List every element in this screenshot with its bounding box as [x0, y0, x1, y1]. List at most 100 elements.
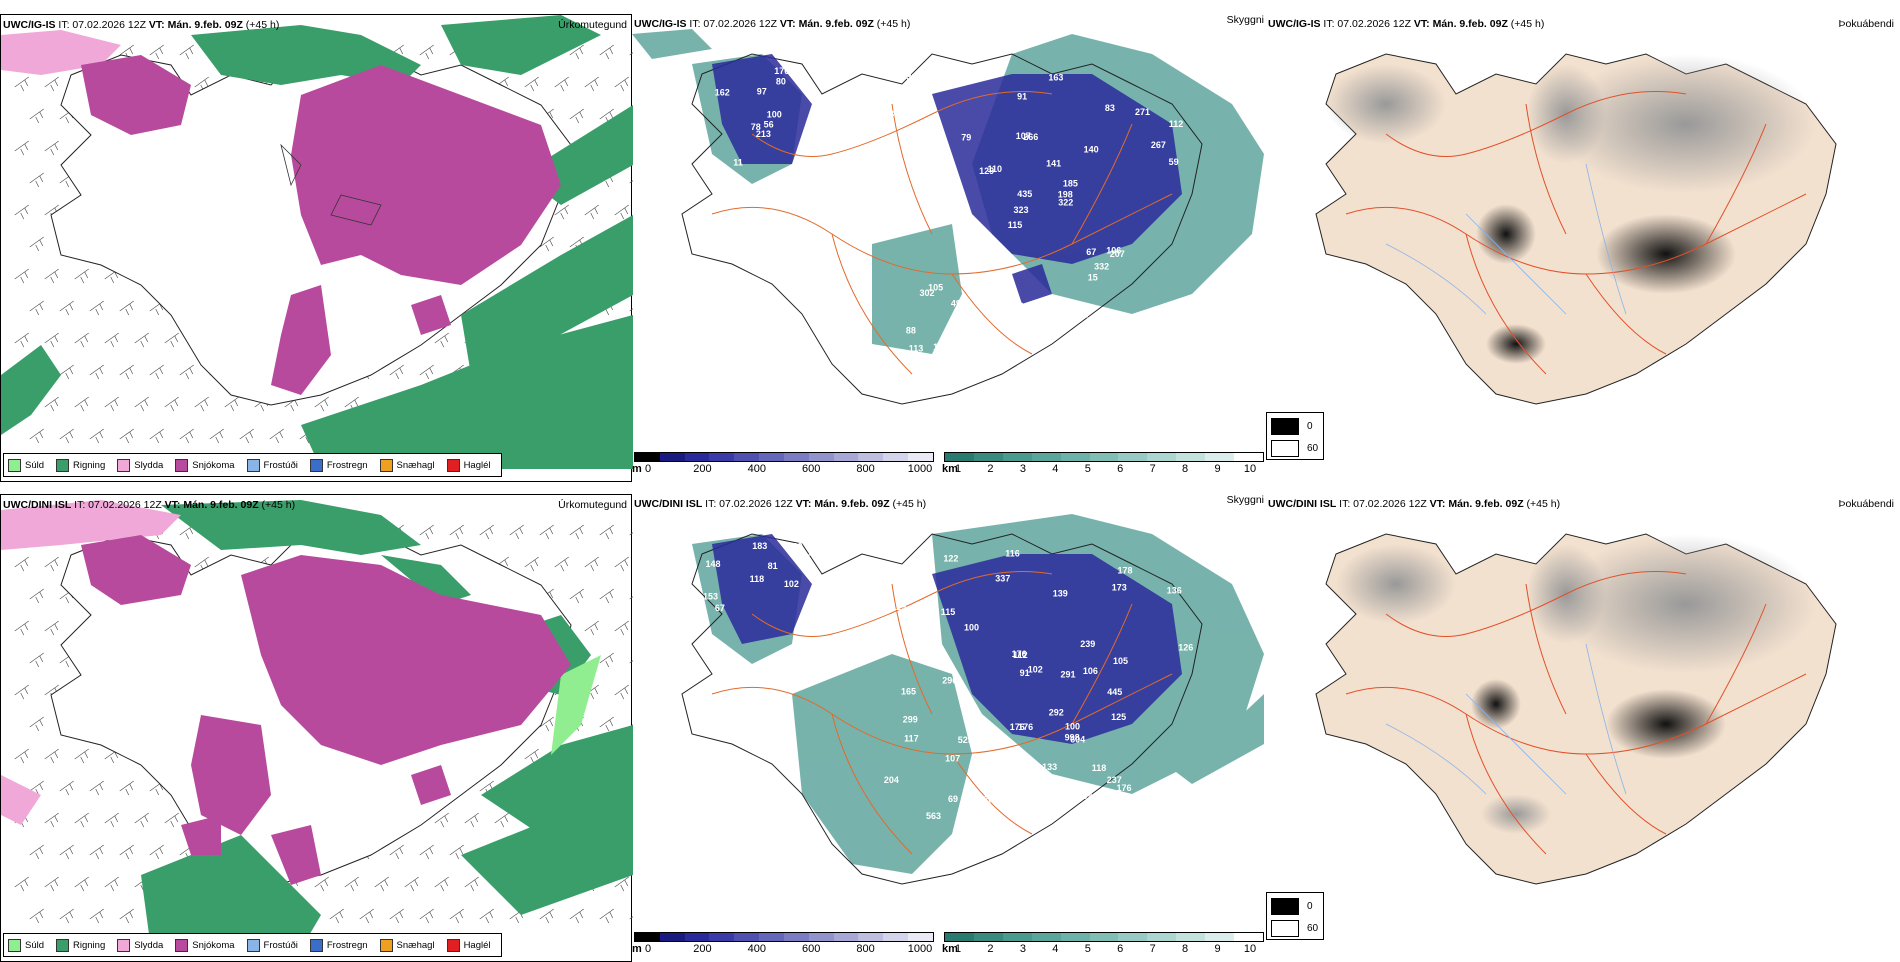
- wind-barb: [44, 556, 59, 572]
- fog-key-black: 0: [1307, 421, 1313, 432]
- ceiling-label: 221: [963, 281, 978, 291]
- ceiling-label: 87: [1080, 310, 1090, 320]
- ceiling-label: 241: [970, 810, 985, 820]
- colorbar-cell: [635, 933, 660, 941]
- colorbar-cell: [1089, 933, 1119, 941]
- wind-barb: [404, 876, 419, 892]
- ceiling-label: 183: [752, 541, 767, 551]
- wind-barb: [14, 140, 29, 156]
- legend-label: Súld: [25, 939, 45, 951]
- lead-time: (+45 h): [1526, 498, 1561, 510]
- ceiling-label: 67: [715, 603, 725, 613]
- fog-key-black: 0: [1307, 901, 1313, 912]
- ceiling-label: 168: [1140, 337, 1155, 347]
- colorbar-tick: 4: [1052, 943, 1059, 955]
- legend-label: Slydda: [134, 939, 164, 951]
- wind-barb: [479, 908, 494, 924]
- ceiling-label: 411: [1160, 307, 1175, 317]
- wind-barb: [14, 748, 29, 764]
- ceiling-label: 332: [962, 807, 977, 817]
- ceiling-label: 129: [979, 166, 994, 176]
- precip-legend: Súld Rigning Slydda Snjókoma Frostúði Frostre…: [3, 453, 502, 477]
- ceiling-labels: 1531831021191484867811186910212511611911…: [703, 541, 1194, 835]
- wind-barb: [449, 908, 464, 924]
- colorbar-tick: 400: [747, 463, 766, 475]
- wind-barb: [44, 268, 59, 284]
- wind-barb: [74, 332, 89, 348]
- wind-barb: [89, 844, 104, 860]
- ceiling-label: 112: [1169, 119, 1184, 129]
- legend-label: Snæhagl: [396, 459, 435, 471]
- ceiling-label: 105: [1113, 656, 1128, 666]
- colorbar-cell: [1147, 933, 1177, 941]
- ceiling-map-2: 1531831021191484867811186910212511611911…: [681, 514, 1264, 885]
- ceiling-label: 296: [942, 675, 957, 685]
- ceiling-label: 369: [1077, 791, 1092, 801]
- issue-time: IT: 07.02.2026 12Z: [74, 499, 162, 511]
- wind-barb: [14, 556, 29, 572]
- wind-barb: [29, 236, 44, 252]
- ceiling-label: 271: [1135, 107, 1150, 117]
- ceiling-label: 292: [1049, 708, 1064, 718]
- ceiling-visibility-panel-1: 213 162 78 145 100 11 176 97 80 56 103 117 92 112 115 1…: [632, 14, 1264, 482]
- colorbar-tick: 9: [1214, 943, 1221, 955]
- wind-barb: [89, 300, 104, 316]
- wind-barb: [29, 172, 44, 188]
- colorbar-tick: 1: [954, 943, 962, 955]
- road: [831, 713, 913, 855]
- wind-barb: [464, 876, 479, 892]
- wind-barb: [494, 812, 509, 828]
- wind-barb: [629, 52, 633, 56]
- colorbar-tick: 200: [693, 463, 712, 475]
- ceiling-label: 103: [935, 80, 950, 90]
- wind-barb: [614, 620, 629, 636]
- ceiling-label: 140: [1084, 145, 1099, 155]
- wind-barb: [479, 524, 494, 540]
- wind-barb: [224, 396, 239, 412]
- wind-barb: [119, 780, 134, 796]
- colorbar-cell: [635, 453, 660, 461]
- ceiling-label: 81: [768, 561, 778, 571]
- model-name: UWC/DINI ISL: [1268, 498, 1337, 510]
- issue-time: IT: 07.02.2026 12Z: [689, 18, 777, 30]
- wind-barb: [119, 300, 134, 316]
- valid-time: Mán. 9.feb. 09Z: [1448, 498, 1524, 510]
- legend-item: Snjókoma: [175, 458, 235, 472]
- wind-barb: [554, 556, 569, 572]
- wind-barb: [509, 524, 524, 540]
- ceiling-label: 106: [1106, 245, 1121, 255]
- colorbar-unit: m: [632, 463, 642, 475]
- ceiling-label: 100: [767, 109, 782, 119]
- wind-barb: [614, 76, 629, 92]
- ceiling-label: 177: [1019, 310, 1034, 320]
- wind-barb: [74, 268, 89, 284]
- legend-label: Frostregn: [326, 459, 368, 471]
- colorbar-cell: [808, 453, 834, 461]
- road-network: [711, 91, 1173, 375]
- colorbar-cell: [759, 933, 784, 941]
- wind-barb: [419, 364, 434, 380]
- colorbar-tick: 8: [1182, 943, 1189, 955]
- panel-tag: Þokuábendi: [1838, 18, 1894, 30]
- ceiling-label: 323: [1014, 205, 1029, 215]
- wind-barb: [104, 812, 119, 828]
- legend-swatch: [8, 458, 21, 472]
- ceiling-label: 886: [1043, 299, 1058, 309]
- ceiling-label: 119: [807, 547, 822, 557]
- panel-header: UWC/DINI ISL IT: 07.02.2026 12Z VT: Mán.…: [634, 498, 926, 510]
- ceiling-low-areas: [712, 54, 1182, 304]
- wind-barb: [74, 812, 89, 828]
- wind-barb: [89, 908, 104, 924]
- legend-label: Rigning: [73, 459, 106, 471]
- legend-item: Frostregn: [309, 458, 368, 472]
- colorbar-cell: [833, 453, 859, 461]
- wind-barb: [584, 620, 599, 636]
- wind-barb: [599, 524, 614, 540]
- road: [1705, 603, 1767, 725]
- wind-barb: [14, 268, 29, 284]
- ceiling-label: 266: [1023, 132, 1038, 142]
- wind-barb: [14, 332, 29, 348]
- colorbar-cells: [634, 932, 934, 942]
- model-name: UWC/IG-IS: [1268, 18, 1321, 30]
- wind-barb: [59, 780, 74, 796]
